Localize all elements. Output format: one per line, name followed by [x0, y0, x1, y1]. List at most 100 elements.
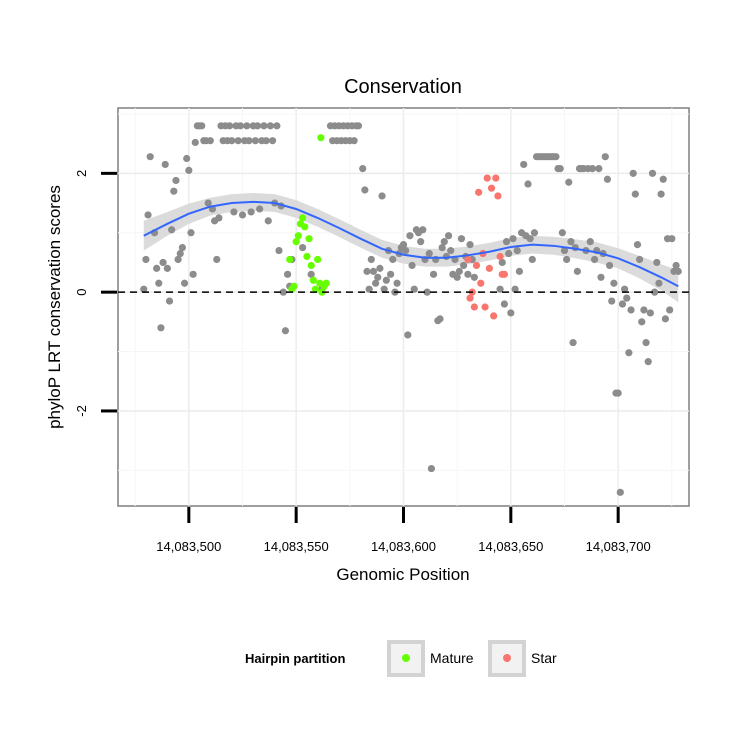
point-other — [636, 255, 644, 264]
point-other — [236, 122, 244, 130]
point-other — [283, 270, 292, 278]
point-other — [556, 164, 564, 173]
point-other — [668, 235, 676, 243]
point-other — [215, 214, 223, 222]
point-other — [161, 160, 169, 169]
point-other — [674, 267, 682, 275]
point-other — [569, 339, 577, 347]
point-other — [672, 261, 680, 270]
point-other — [425, 249, 433, 258]
point-star — [496, 252, 504, 261]
point-star — [470, 303, 478, 311]
points-layer — [140, 122, 682, 496]
point-other — [256, 205, 264, 213]
legend-label-star: Star — [531, 650, 557, 666]
point-mature — [292, 238, 300, 246]
point-star — [475, 188, 483, 196]
point-other — [178, 243, 186, 252]
point-other — [281, 327, 290, 335]
point-star — [500, 270, 508, 278]
point-other — [142, 255, 150, 264]
point-other — [498, 258, 506, 267]
point-mature — [303, 252, 311, 261]
point-other — [447, 246, 455, 255]
point-other — [423, 288, 431, 296]
fit-line-layer — [118, 200, 689, 293]
point-other — [153, 264, 161, 272]
confidence-band — [143, 192, 679, 303]
point-other — [172, 176, 180, 185]
point-other — [507, 309, 515, 317]
point-other — [206, 137, 214, 145]
point-other — [140, 285, 148, 293]
point-other — [646, 309, 654, 317]
point-mature — [309, 276, 317, 284]
point-other — [526, 235, 534, 243]
point-other — [464, 270, 472, 278]
legend-dot-mature — [402, 654, 410, 662]
point-other — [176, 249, 184, 258]
point-other — [170, 187, 178, 195]
point-other — [279, 288, 287, 296]
point-other — [260, 122, 268, 130]
point-other — [198, 122, 206, 130]
y-tick-label: 2 — [74, 170, 89, 177]
point-other — [168, 226, 176, 234]
y-axis: -2 0 2 — [74, 170, 117, 417]
point-mature — [318, 288, 326, 296]
point-other — [238, 211, 247, 219]
point-other — [367, 255, 375, 264]
point-star — [477, 279, 485, 287]
point-other — [524, 180, 532, 188]
point-other — [307, 270, 315, 278]
point-other — [299, 243, 307, 252]
point-other — [528, 255, 536, 264]
point-other — [361, 186, 369, 194]
legend-entry-mature: Mature — [387, 640, 474, 677]
y-axis-label: phyloP LRT conservation scores — [45, 185, 64, 429]
x-axis-label: Genomic Position — [336, 565, 469, 584]
point-other — [399, 241, 408, 249]
point-other — [608, 297, 616, 305]
point-other — [419, 226, 427, 234]
point-other — [273, 122, 281, 130]
point-other — [640, 306, 648, 314]
point-other — [251, 137, 259, 145]
point-other — [234, 137, 242, 145]
point-other — [655, 279, 663, 287]
point-other — [404, 331, 412, 339]
point-other — [601, 153, 609, 161]
y-tick-label: -2 — [74, 405, 89, 417]
point-other — [185, 166, 193, 174]
point-other — [406, 232, 414, 240]
point-other — [350, 137, 358, 145]
point-other — [453, 273, 461, 281]
point-other — [661, 315, 669, 323]
point-other — [565, 178, 573, 186]
point-mature — [322, 279, 330, 287]
point-other — [616, 488, 624, 496]
point-other — [378, 192, 386, 200]
x-tick-label: 14,083,550 — [264, 539, 329, 554]
point-mature — [286, 255, 294, 264]
point-star — [485, 264, 493, 272]
point-other — [380, 285, 388, 293]
point-other — [268, 137, 277, 145]
point-other — [614, 389, 622, 397]
point-other — [440, 238, 448, 246]
point-mature — [314, 255, 322, 264]
point-other — [558, 229, 566, 237]
point-star — [464, 255, 472, 264]
point-other — [189, 270, 197, 278]
legend-entry-star: Star — [488, 640, 557, 677]
point-star — [492, 174, 500, 182]
point-other — [644, 358, 652, 366]
point-other — [621, 285, 629, 293]
point-star — [472, 261, 481, 270]
chart-title: Conservation — [344, 76, 462, 98]
point-other — [389, 255, 397, 264]
point-other — [436, 315, 444, 323]
point-other — [505, 249, 513, 258]
legend-label-mature: Mature — [430, 650, 474, 666]
point-other — [191, 138, 199, 147]
